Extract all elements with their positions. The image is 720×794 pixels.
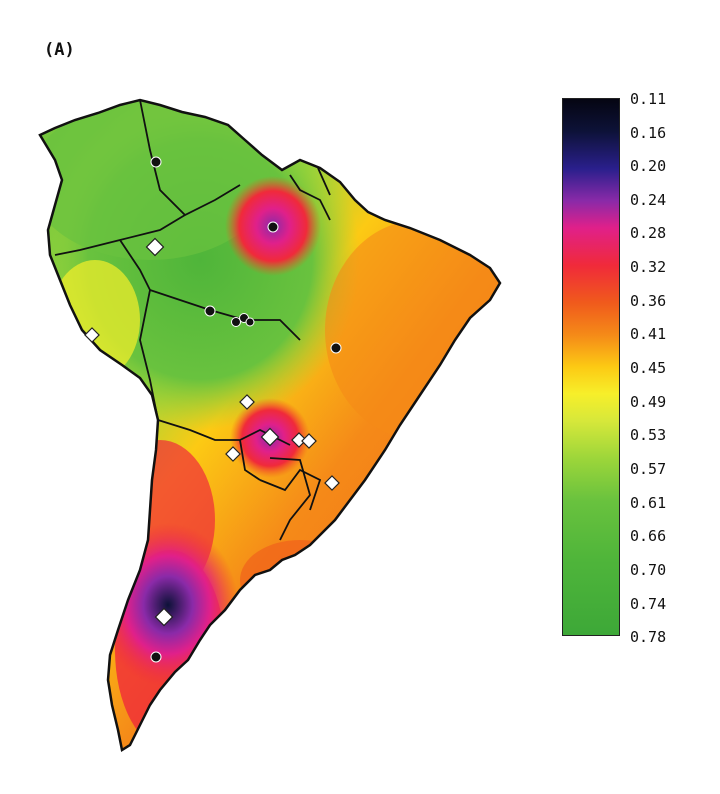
site-marker [330,342,342,354]
site-marker [204,305,216,317]
colorbar-tick: 0.57 [630,460,667,478]
white-site-markers [84,237,340,627]
colorbar-tick: 0.20 [630,157,667,175]
colorbar-tick: 0.41 [630,325,667,343]
colorbar [562,98,620,636]
site-marker [150,651,162,663]
site-marker [291,432,307,448]
colorbar-tick: 0.74 [630,595,667,613]
colorbar-tick: 0.45 [630,359,667,377]
site-marker [324,475,340,491]
site-marker [84,327,100,343]
site-marker [260,427,280,447]
colorbar-tick: 0.66 [630,527,667,545]
colorbar-tick: 0.53 [630,426,667,444]
country-borders [54,99,331,541]
site-marker [239,394,255,410]
site-marker [231,317,241,327]
panel-label: (A) [44,40,75,60]
colorbar-tick: 0.61 [630,494,667,512]
colorbar-tick: 0.24 [630,191,667,209]
site-marker [145,237,165,257]
colorbar-tick: 0.78 [630,628,667,646]
site-marker [301,433,317,449]
colorbar-tick: 0.36 [630,292,667,310]
site-marker [245,317,255,327]
black-site-markers [150,156,342,663]
colorbar-tick: 0.28 [630,224,667,242]
site-marker [150,156,162,168]
colorbar-tick: 0.16 [630,124,667,142]
site-marker [154,607,174,627]
site-marker [267,221,279,233]
colorbar-tick: 0.70 [630,561,667,579]
colorbar-tick: 0.49 [630,393,667,411]
site-marker [225,446,241,462]
colorbar-tick: 0.32 [630,258,667,276]
colorbar-tick: 0.11 [630,90,667,108]
